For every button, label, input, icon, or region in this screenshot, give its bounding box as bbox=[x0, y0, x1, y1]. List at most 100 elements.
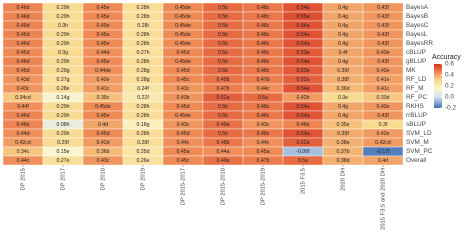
cell-label: 0.43e bbox=[377, 104, 390, 110]
cell-label: 0.43f bbox=[377, 14, 389, 20]
cell-label: 0.42cd bbox=[15, 140, 31, 146]
row-label: BayesB bbox=[406, 13, 428, 20]
cell-label: 0.48c bbox=[257, 5, 270, 11]
cell-label: 0.26e bbox=[137, 158, 150, 164]
cell-label: 0.5b bbox=[218, 50, 228, 56]
cell-label: -0.06f bbox=[296, 149, 310, 155]
cell-label: 0.29h bbox=[57, 59, 70, 65]
cell-label: 0.4g bbox=[338, 113, 348, 119]
cell-label: 0.45e bbox=[97, 32, 110, 38]
cell-label: 0.33d bbox=[377, 95, 390, 101]
cell-label: 0.44f bbox=[17, 104, 29, 110]
row-label: MK bbox=[406, 67, 416, 74]
cell-label: 0.45d bbox=[177, 104, 190, 110]
legend-tick-label: -0.2 bbox=[445, 105, 456, 112]
cell-label: 0.43f bbox=[377, 32, 389, 38]
cell-label: 0.5b bbox=[218, 14, 228, 20]
cell-label: 0.41e bbox=[377, 77, 390, 83]
cell-label: 0.46d bbox=[17, 113, 30, 119]
cell-label: 0.42e bbox=[97, 77, 110, 83]
cell-label: 0.48c bbox=[257, 104, 270, 110]
cell-label: 0.54a bbox=[297, 59, 310, 65]
chart: Accuracy 0.46d 0.29h 0.45e 0.28h 0.45de 0.5b 0… bbox=[2, 2, 461, 230]
cell-label: 0.54a bbox=[297, 86, 310, 92]
legend-tick-label: 0.6 bbox=[445, 61, 454, 68]
cell-label: 0.48c bbox=[257, 14, 270, 20]
row-label: RKHS bbox=[406, 103, 424, 110]
cell-label: 0.4g bbox=[338, 32, 348, 38]
cell-label: 0.52a bbox=[297, 140, 310, 146]
cell-label: 0.45c bbox=[177, 158, 190, 164]
cell-label: 0.4g bbox=[338, 23, 348, 29]
cell-label: 0.28h bbox=[137, 41, 150, 47]
cell-label: 0.44c bbox=[257, 140, 270, 146]
cell-label: 0.44de bbox=[95, 68, 111, 74]
cell-label: 0.49b bbox=[217, 77, 230, 83]
cell-label: 0.29g bbox=[57, 68, 70, 74]
cell-label: 0.27e bbox=[57, 158, 70, 164]
cell-label: 0.45d bbox=[177, 50, 190, 56]
cell-label: 0.54a bbox=[297, 32, 310, 38]
cell-label: 0.4d bbox=[98, 122, 108, 128]
cell-label: 0.43c bbox=[177, 86, 190, 92]
cell-label: 0.28h bbox=[137, 59, 150, 65]
cell-label: 0.4f bbox=[339, 50, 348, 56]
cell-label: 0.28h bbox=[137, 14, 150, 20]
cell-label: 0.45d bbox=[97, 131, 110, 137]
cell-label: 0.5a bbox=[258, 95, 268, 101]
cell-label: 0.5b bbox=[218, 131, 228, 137]
cell-label: 0.5b bbox=[218, 5, 228, 11]
x-tick-label: DP 2015 bbox=[21, 168, 27, 190]
cell-label: 0.22f bbox=[137, 95, 149, 101]
cell-label: 0.45de bbox=[175, 59, 191, 65]
cell-label: 0.29h bbox=[57, 104, 70, 110]
cell-label: 0.29h bbox=[57, 131, 70, 137]
cell-label: 0.28h bbox=[137, 32, 150, 38]
cell-label: 0.53a bbox=[297, 50, 310, 56]
cell-label: 0.44a bbox=[217, 149, 230, 155]
cell-label: 0.48b bbox=[217, 140, 230, 146]
cell-label: 0.3h bbox=[58, 23, 68, 29]
cell-label: 0.42d bbox=[97, 140, 110, 146]
cell-label: 0.46d bbox=[17, 14, 30, 20]
cell-label: 0.47b bbox=[257, 77, 270, 83]
cell-label: 0.46d bbox=[17, 41, 30, 47]
cell-label: 0.55a bbox=[297, 14, 310, 20]
cell-label: 0.3e bbox=[338, 95, 348, 101]
cell-label: 0.48c bbox=[257, 32, 270, 38]
row-label: RF_LD bbox=[406, 76, 427, 83]
row-label: cBLUP bbox=[406, 49, 426, 56]
cell-label: 0.36b bbox=[97, 149, 110, 155]
row-label: gBLUP bbox=[406, 58, 426, 65]
cell-label: 0.29h bbox=[57, 41, 70, 47]
cell-label: 0.43f bbox=[377, 41, 389, 47]
cell-label: 0.28h bbox=[137, 5, 150, 11]
cell-label: 0.46b bbox=[17, 122, 30, 128]
cell-label: 0.5b bbox=[218, 23, 228, 29]
cell-label: 0.45e bbox=[97, 23, 110, 29]
row-label: BayesL bbox=[406, 31, 428, 38]
cell-label: 0.54a bbox=[297, 131, 310, 137]
cell-label: 0.4g bbox=[338, 59, 348, 65]
cell-label: 0.43c bbox=[177, 122, 190, 128]
cell-label: 0.49a bbox=[217, 122, 230, 128]
cell-label: 0.52a bbox=[297, 77, 310, 83]
cell-label: 0.5b bbox=[218, 59, 228, 65]
cell-label: 0.29f bbox=[57, 140, 69, 146]
cell-label: 0.45de bbox=[175, 41, 191, 47]
cell-label: 0.45de bbox=[95, 104, 111, 110]
row-label: SVM_LD bbox=[406, 130, 432, 137]
x-tick-label: DP 2018 bbox=[101, 168, 107, 190]
cell-label: 0.08h bbox=[57, 122, 70, 128]
cell-label: 0.5a bbox=[298, 158, 308, 164]
legend-tick-label: 0.0 bbox=[445, 94, 454, 101]
cell-label: 0.4g bbox=[338, 104, 348, 110]
cell-label: 0.35c bbox=[97, 95, 110, 101]
cell-label: 0.43e bbox=[377, 50, 390, 56]
legend-tick-label: 0.2 bbox=[445, 83, 454, 90]
cell-label: 0.43d bbox=[17, 77, 30, 83]
cell-label: -0.17f bbox=[376, 149, 390, 155]
cell-label: 0.46d bbox=[17, 23, 30, 29]
cell-label: 0.54a bbox=[297, 41, 310, 47]
cell-label: 0.45e bbox=[97, 59, 110, 65]
